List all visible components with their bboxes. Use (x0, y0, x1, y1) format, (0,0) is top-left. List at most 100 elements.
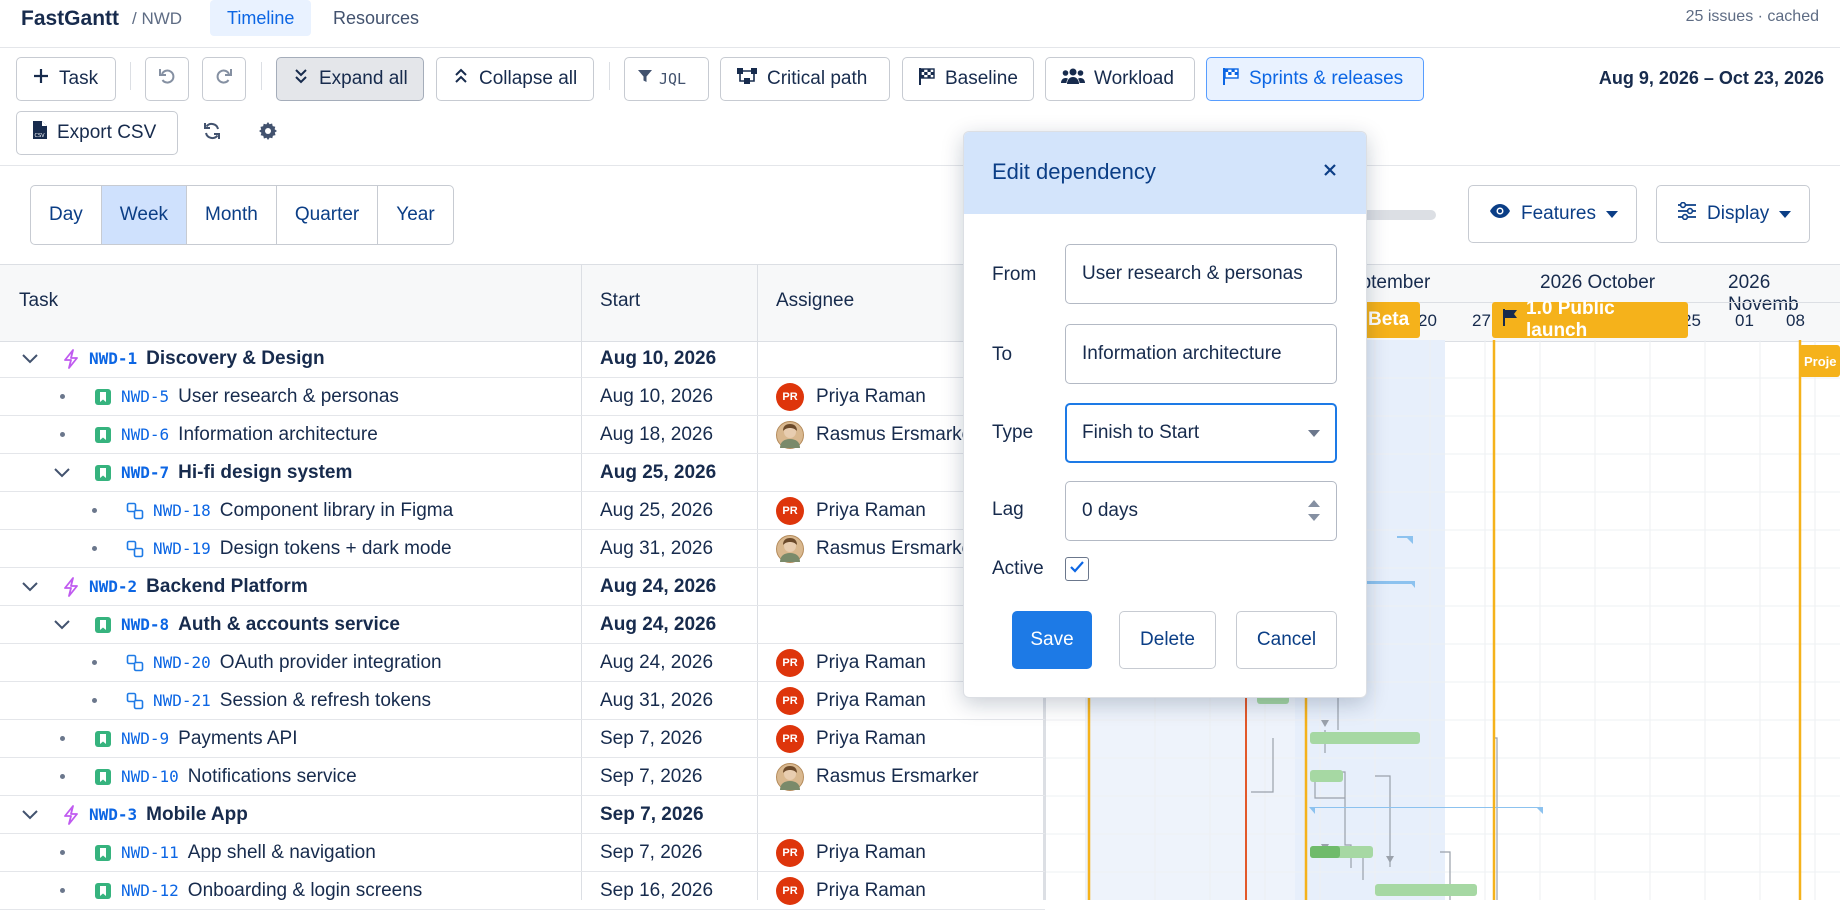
issue-key[interactable]: NWD-10 (121, 767, 179, 786)
start-date-cell[interactable]: Aug 10, 2026 (600, 385, 714, 407)
features-menu-button[interactable]: Features (1468, 185, 1637, 243)
start-date-cell[interactable]: Aug 24, 2026 (600, 651, 714, 673)
start-date-cell[interactable]: Aug 25, 2026 (600, 461, 717, 483)
expand-all-button[interactable]: Expand all (276, 57, 424, 101)
task-cell[interactable]: NWD-19 Design tokens + dark mode (126, 530, 452, 567)
sprints-releases-button[interactable]: Sprints & releases (1206, 57, 1424, 101)
from-field[interactable]: User research & personas (1065, 244, 1337, 304)
table-row[interactable]: NWD-11 App shell & navigation Sep 7, 2026 P… (0, 834, 1045, 872)
task-name[interactable]: Onboarding & login screens (187, 879, 423, 901)
chevron-down-icon[interactable] (52, 615, 72, 635)
issue-key[interactable]: NWD-7 (121, 463, 170, 482)
cancel-button[interactable]: Cancel (1236, 611, 1337, 669)
table-row[interactable]: NWD-9 Payments API Sep 7, 2026 PR Priya Rama… (0, 720, 1045, 758)
start-date-cell[interactable]: Sep 7, 2026 (600, 841, 703, 863)
critical-path-button[interactable]: Critical path (720, 57, 890, 101)
milestone-beta[interactable]: Beta (1358, 302, 1420, 338)
assignee-cell[interactable]: PR Priya Raman (776, 644, 926, 681)
issue-key[interactable]: NWD-21 (153, 691, 211, 710)
task-name[interactable]: App shell & navigation (187, 841, 376, 863)
jql-filter-button[interactable]: JQL (624, 57, 709, 101)
settings-button[interactable] (252, 117, 284, 149)
task-cell[interactable]: NWD-2 Backend Platform (62, 568, 308, 605)
stepper-arrows[interactable] (1308, 500, 1320, 522)
task-name[interactable]: Discovery & Design (146, 347, 325, 369)
collapse-all-button[interactable]: Collapse all (436, 57, 594, 101)
task-name[interactable]: Session & refresh tokens (219, 689, 432, 711)
task-name[interactable]: Mobile App (146, 803, 248, 825)
refresh-button[interactable] (196, 117, 228, 149)
task-cell[interactable]: NWD-18 Component library in Figma (126, 492, 453, 529)
active-checkbox[interactable] (1065, 557, 1089, 581)
start-date-cell[interactable]: Aug 24, 2026 (600, 613, 717, 635)
type-select[interactable]: Finish to Start (1065, 403, 1337, 463)
table-row[interactable]: NWD-21 Session & refresh tokens Aug 31, 20… (0, 682, 1045, 720)
task-cell[interactable]: NWD-1 Discovery & Design (62, 340, 325, 377)
table-row[interactable]: NWD-19 Design tokens + dark mode Aug 31, 2… (0, 530, 1045, 568)
start-date-cell[interactable]: Aug 25, 2026 (600, 499, 714, 521)
start-date-cell[interactable]: Sep 7, 2026 (600, 803, 704, 825)
start-date-cell[interactable]: Aug 31, 2026 (600, 689, 714, 711)
chevron-down-icon[interactable] (20, 349, 40, 369)
baseline-button[interactable]: Baseline (902, 57, 1034, 101)
start-date-cell[interactable]: Sep 7, 2026 (600, 765, 703, 787)
column-header-task[interactable]: Task (19, 290, 59, 311)
issue-key[interactable]: NWD-20 (153, 653, 211, 672)
assignee-cell[interactable]: PR Priya Raman (776, 872, 926, 909)
scale-week[interactable]: Week (101, 186, 188, 244)
table-row[interactable]: NWD-10 Notifications service Sep 7, 2026 Ra… (0, 758, 1045, 796)
task-cell[interactable]: NWD-6 Information architecture (94, 416, 378, 453)
assignee-cell[interactable]: PR Priya Raman (776, 682, 926, 719)
lag-stepper[interactable]: 0 days (1065, 481, 1337, 541)
task-name[interactable]: Backend Platform (146, 575, 308, 597)
assignee-cell[interactable]: PR Priya Raman (776, 834, 926, 871)
project-breadcrumb[interactable]: / NWD (132, 9, 183, 28)
close-button[interactable] (1318, 160, 1342, 184)
task-name[interactable]: Payments API (178, 727, 298, 749)
tab-timeline[interactable]: Timeline (210, 0, 312, 36)
milestone-public-launch[interactable]: 1.0 Public launch (1492, 298, 1688, 341)
table-row[interactable]: NWD-12 Onboarding & login screens Sep 16, … (0, 872, 1045, 910)
scale-year[interactable]: Year (396, 204, 435, 225)
task-name[interactable]: Auth & accounts service (178, 613, 400, 635)
delete-button[interactable]: Delete (1119, 611, 1216, 669)
table-row[interactable]: NWD-20 OAuth provider integration Aug 24, … (0, 644, 1045, 682)
task-cell[interactable]: NWD-20 OAuth provider integration (126, 644, 442, 681)
table-row[interactable]: NWD-7 Hi-fi design system Aug 25, 2026 (0, 454, 1045, 492)
task-name[interactable]: Notifications service (187, 765, 357, 787)
table-row[interactable]: NWD-18 Component library in Figma Aug 25, … (0, 492, 1045, 530)
assignee-cell[interactable]: Rasmus Ersmarker (776, 530, 979, 567)
export-csv-button[interactable]: CSV Export CSV (16, 111, 178, 155)
table-row[interactable]: NWD-5 User research & personas Aug 10, 202… (0, 378, 1045, 416)
scale-month[interactable]: Month (187, 186, 277, 244)
assignee-cell[interactable]: PR Priya Raman (776, 378, 926, 415)
issue-key[interactable]: NWD-8 (121, 615, 170, 634)
issue-key[interactable]: NWD-19 (153, 539, 211, 558)
start-date-cell[interactable]: Aug 31, 2026 (600, 537, 714, 559)
issue-key[interactable]: NWD-12 (121, 881, 179, 900)
issue-key[interactable]: NWD-9 (121, 729, 170, 748)
issue-key[interactable]: NWD-3 (89, 805, 138, 824)
task-name[interactable]: Information architecture (178, 423, 378, 445)
issue-key[interactable]: NWD-18 (153, 501, 211, 520)
scale-quarter[interactable]: Quarter (277, 186, 379, 244)
start-date-cell[interactable]: Sep 7, 2026 (600, 727, 703, 749)
task-name[interactable]: Component library in Figma (219, 499, 454, 521)
start-date-cell[interactable]: Aug 24, 2026 (600, 575, 717, 597)
start-date-cell[interactable]: Sep 16, 2026 (600, 879, 714, 901)
task-cell[interactable]: NWD-3 Mobile App (62, 796, 248, 833)
chevron-down-icon[interactable] (20, 805, 40, 825)
issue-key[interactable]: NWD-5 (121, 387, 170, 406)
save-button[interactable]: Save (1012, 611, 1092, 669)
display-menu-button[interactable]: Display (1656, 185, 1810, 243)
start-date-cell[interactable]: Aug 18, 2026 (600, 423, 714, 445)
to-field[interactable]: Information architecture (1065, 324, 1337, 384)
task-name[interactable]: OAuth provider integration (219, 651, 442, 673)
table-row[interactable]: NWD-2 Backend Platform Aug 24, 2026 (0, 568, 1045, 606)
task-cell[interactable]: NWD-21 Session & refresh tokens (126, 682, 431, 719)
column-header-assignee[interactable]: Assignee (776, 290, 855, 311)
task-cell[interactable]: NWD-9 Payments API (94, 720, 298, 757)
task-cell[interactable]: NWD-8 Auth & accounts service (94, 606, 400, 643)
table-row[interactable]: NWD-8 Auth & accounts service Aug 24, 2026 (0, 606, 1045, 644)
tab-resources[interactable]: Resources (333, 8, 420, 28)
